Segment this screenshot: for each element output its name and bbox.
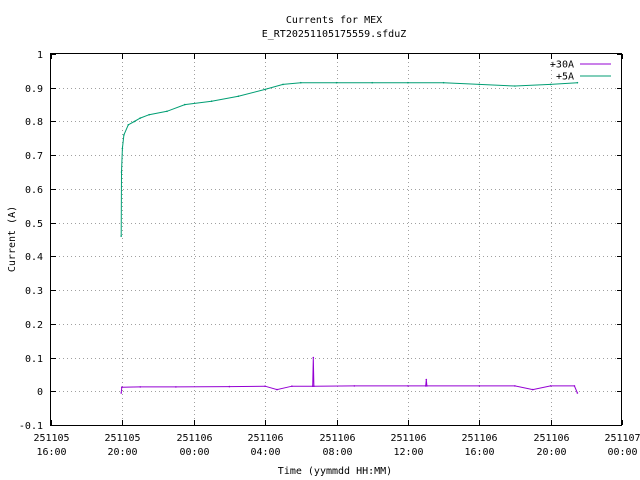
- y-tick-label: 1: [37, 50, 43, 61]
- series-2-point: [184, 103, 186, 106]
- x-tick-date: 251107: [604, 433, 640, 444]
- legend-label: +5A: [556, 72, 574, 83]
- series-1-point: [120, 392, 122, 394]
- y-tick-label: 0: [37, 387, 43, 398]
- x-tick-date: 251106: [461, 433, 497, 444]
- series-line-2: [120, 82, 578, 237]
- series-1-point: [264, 385, 266, 388]
- series-1-point: [549, 385, 552, 387]
- series-2-point: [264, 88, 266, 91]
- x-tick-time: 00:00: [179, 447, 209, 458]
- series-2-point: [166, 110, 168, 113]
- y-tick-label: 0.8: [25, 117, 43, 128]
- series-2-point: [282, 83, 284, 86]
- y-tick-label: 0.2: [25, 320, 43, 331]
- series-1-point: [573, 385, 576, 387]
- series-1-point: [514, 385, 516, 387]
- series-1-point: [276, 388, 278, 391]
- x-tick-date: 251106: [176, 433, 212, 444]
- x-tick-date: 251106: [247, 433, 283, 444]
- series-2-point: [139, 117, 141, 119]
- series-2-point: [133, 120, 136, 123]
- x-tick-time: 16:00: [464, 447, 494, 458]
- series-2-point: [148, 113, 150, 116]
- plot-series: [120, 81, 579, 394]
- y-tick-label: 0.7: [25, 151, 43, 162]
- series-2-point: [576, 81, 579, 84]
- series-1-point: [353, 385, 356, 387]
- series-2-point: [478, 83, 481, 86]
- axis-ticks: -0.1 0 0.1 0.2 0.3 0.4 0.5 0.6 0.7 0.8 0.9 1 251105 1…: [19, 50, 640, 458]
- chart-subtitle: E_RT20251105175559.sfduZ: [262, 29, 407, 40]
- series-2-point: [237, 95, 240, 97]
- x-tick-time: 16:00: [36, 447, 66, 458]
- y-axis-label: Current (A): [7, 206, 18, 272]
- series-1-point: [291, 385, 293, 388]
- series-2-point: [121, 147, 124, 150]
- legend-label: +30A: [550, 60, 574, 71]
- x-tick-date: 251105: [33, 433, 69, 444]
- x-tick-date: 251106: [533, 433, 569, 444]
- series-1-point: [424, 385, 427, 387]
- series-line-1: [120, 357, 578, 394]
- y-tick-label: 0.9: [25, 84, 43, 95]
- series-2-point: [442, 81, 445, 84]
- series-1-point: [478, 385, 481, 387]
- x-tick-date: 251105: [104, 433, 140, 444]
- x-tick-time: 00:00: [607, 447, 637, 458]
- plot-frame: [50, 53, 622, 426]
- series-2-point: [120, 235, 122, 237]
- x-axis-label: Time (yymmdd HH:MM): [278, 466, 392, 477]
- x-tick-time: 12:00: [393, 447, 423, 458]
- series-1-point: [576, 392, 579, 394]
- series-2-point: [371, 81, 374, 84]
- y-tick-label: 0.6: [25, 185, 43, 196]
- series-1-point: [121, 386, 123, 389]
- series-2-point: [120, 171, 123, 173]
- series-1-point: [228, 385, 231, 388]
- series-2-point: [210, 100, 213, 102]
- x-tick-time: 04:00: [250, 447, 280, 458]
- series-1-point: [175, 386, 177, 388]
- x-tick-time: 08:00: [322, 447, 352, 458]
- series-1-point: [532, 388, 534, 391]
- grid-lines: [51, 54, 622, 425]
- series-2-point: [407, 81, 409, 84]
- series-1-point: [313, 385, 315, 388]
- chart-title: Currents for MEX: [286, 15, 382, 26]
- y-tick-label: 0.3: [25, 286, 43, 297]
- series-2-point: [514, 85, 516, 87]
- series-1-point: [139, 386, 141, 388]
- series-1-point: [312, 356, 315, 359]
- legend: +30A+5A: [550, 60, 611, 83]
- series-2-point: [549, 83, 552, 86]
- x-tick-time: 20:00: [536, 447, 566, 458]
- y-tick-label: 0.5: [25, 219, 43, 230]
- series-2-point: [127, 124, 130, 126]
- series-2-point: [300, 81, 302, 84]
- y-tick-label: -0.1: [19, 421, 43, 432]
- x-tick-date: 251106: [390, 433, 426, 444]
- series-2-point: [335, 81, 338, 84]
- series-1-point: [426, 385, 428, 387]
- series-1-point: [311, 385, 314, 388]
- y-tick-label: 0.4: [25, 252, 43, 263]
- y-tick-label: 0.1: [25, 354, 43, 365]
- x-tick-date: 251106: [319, 433, 355, 444]
- series-1-point: [407, 385, 409, 387]
- series-1-point: [425, 378, 428, 381]
- series-2-point: [123, 134, 125, 136]
- x-tick-time: 20:00: [107, 447, 137, 458]
